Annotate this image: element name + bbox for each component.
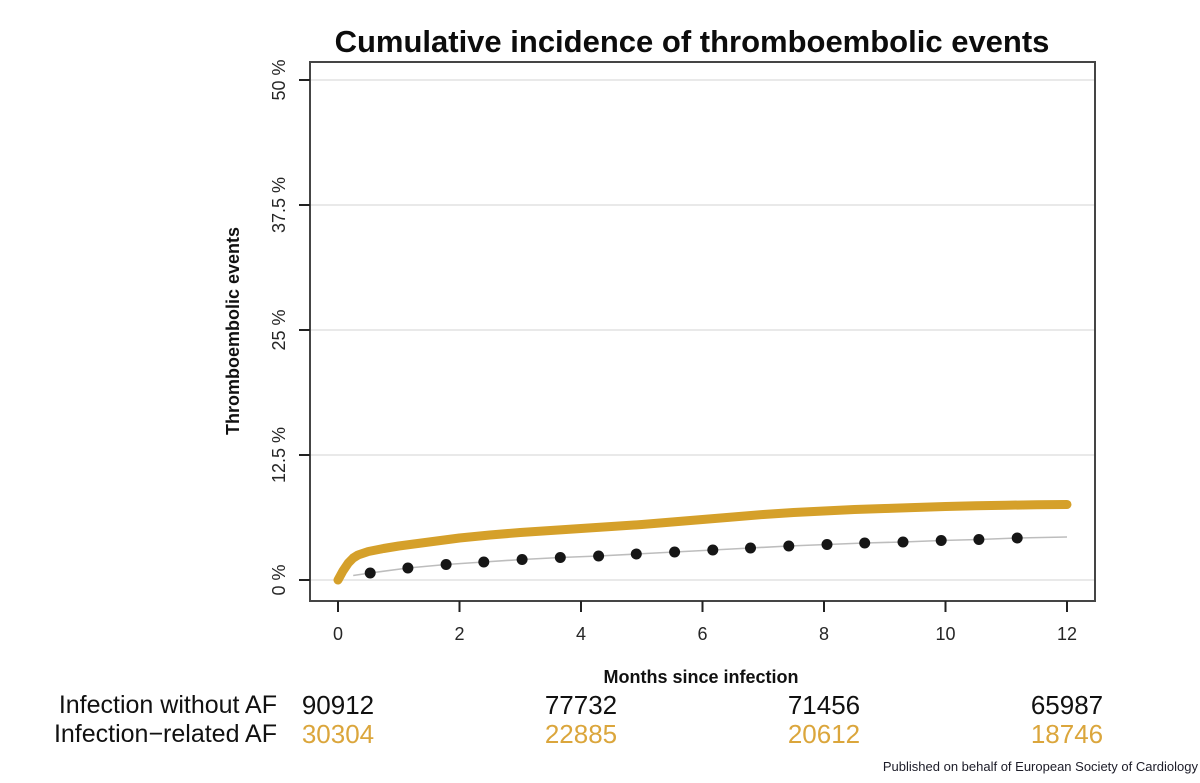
- risk-count: 65987: [1030, 690, 1104, 720]
- x-axis-title: Months since infection: [603, 667, 798, 687]
- publisher-note: Published on behalf of European Society …: [882, 759, 1198, 774]
- x-tick-label: 6: [697, 624, 707, 644]
- y-tick-label: 37.5 %: [269, 177, 289, 233]
- data-point-marker: [821, 539, 833, 550]
- x-tick-label: 12: [1057, 624, 1077, 644]
- data-point-marker: [897, 536, 909, 548]
- data-point-marker: [554, 552, 566, 563]
- risk-count: 18746: [1030, 719, 1104, 749]
- y-tick-label: 0 %: [269, 564, 289, 595]
- risk-count: 22885: [544, 719, 618, 749]
- risk-count: 71456: [787, 690, 861, 720]
- x-tick-label: 2: [454, 624, 464, 644]
- curve-line: [353, 536, 1068, 577]
- risk-row: Infection−related AF 30304 22885 20612 18746: [0, 719, 1200, 749]
- data-point-marker: [440, 559, 452, 570]
- x-tick-label: 0: [333, 624, 343, 644]
- risk-row-label: Infection−related AF: [53, 720, 277, 748]
- risk-count: 20612: [787, 719, 861, 749]
- data-point-marker: [364, 567, 376, 579]
- data-point-marker: [516, 554, 528, 565]
- risk-row-label: Infection without AF: [58, 691, 277, 719]
- series-infection-related-af: [333, 500, 1072, 585]
- y-tick-label: 12.5 %: [269, 427, 289, 483]
- risk-count: 77732: [544, 690, 618, 720]
- data-point-marker: [745, 542, 756, 554]
- data-point-marker: [935, 535, 947, 546]
- chart-title: Cumulative incidence of thromboembolic e…: [334, 24, 1050, 59]
- data-point-marker: [630, 548, 642, 560]
- series-infection-without-af: [353, 532, 1068, 579]
- risk-row: Infection without AF 90912 77732 71456 65987: [0, 690, 1200, 720]
- y-tick-label: 25 %: [269, 309, 289, 350]
- y-axis-title: Thromboembolic events: [223, 227, 243, 435]
- y-tick-label: 50 %: [269, 59, 289, 100]
- curve-line: [333, 500, 1072, 585]
- data-point-marker: [973, 534, 985, 545]
- data-point-marker: [478, 556, 490, 568]
- x-tick-label: 4: [576, 624, 586, 644]
- data-point-marker: [859, 537, 871, 549]
- data-point-marker: [669, 546, 681, 558]
- data-point-marker: [402, 562, 414, 574]
- x-tick-label: 10: [935, 624, 955, 644]
- data-point-marker: [707, 544, 719, 556]
- risk-count: 30304: [301, 719, 375, 749]
- data-point-marker: [1011, 532, 1023, 544]
- data-point-marker: [783, 540, 795, 552]
- x-tick-label: 8: [819, 624, 829, 644]
- risk-count: 90912: [301, 690, 375, 720]
- data-point-marker: [593, 550, 605, 562]
